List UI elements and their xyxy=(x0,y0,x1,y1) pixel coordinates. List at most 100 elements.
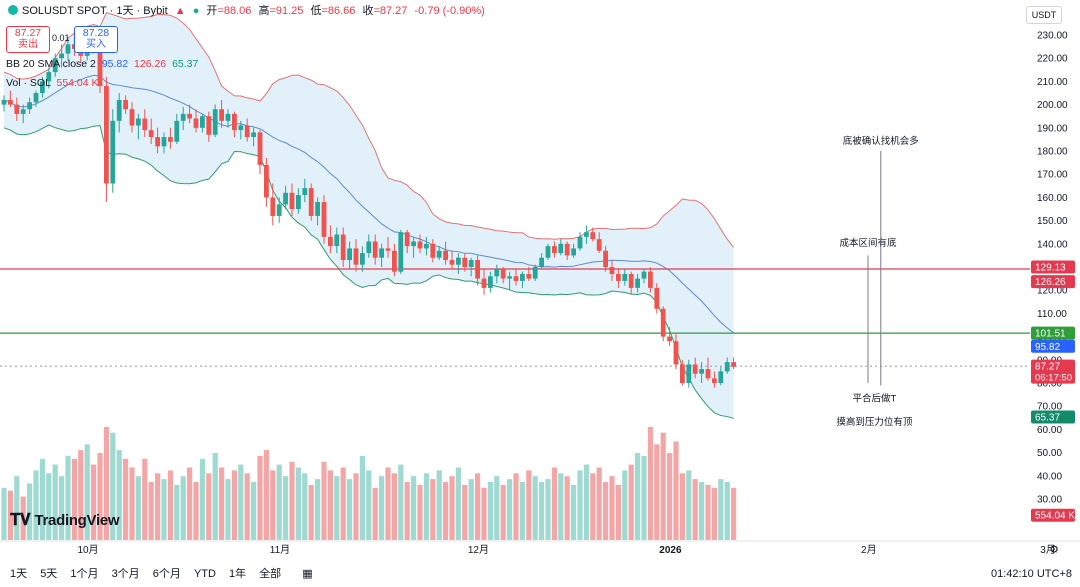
volume-bar xyxy=(219,467,225,540)
candle-body xyxy=(347,248,352,261)
volume-bar xyxy=(110,432,116,540)
candle-body xyxy=(571,248,576,256)
volume-bar xyxy=(609,476,615,540)
flag-icon[interactable]: ▲ xyxy=(174,5,186,17)
candle-body xyxy=(168,137,173,142)
bb-upper-value: 126.26 xyxy=(134,58,167,70)
tf-all[interactable]: 全部 xyxy=(259,568,282,580)
volume-bar xyxy=(718,479,724,540)
tf-1m[interactable]: 1个月 xyxy=(70,568,99,580)
volume-bar xyxy=(206,473,212,540)
bb-upper-line xyxy=(3,12,734,248)
volume-bar xyxy=(622,470,628,540)
candle-body xyxy=(244,125,250,138)
currency-button[interactable]: USDT xyxy=(1026,6,1062,24)
volume-bar xyxy=(519,482,525,540)
candle-body xyxy=(603,250,608,267)
clock[interactable]: 01:42:10 UTC+8 xyxy=(990,568,1072,580)
candle-body xyxy=(705,369,711,379)
volume-bar xyxy=(84,444,90,540)
volume-bar xyxy=(647,426,653,540)
y-tick-label: 180.00 xyxy=(1037,147,1068,158)
candle-body xyxy=(468,260,474,267)
candle-body xyxy=(180,113,186,121)
volume-bar xyxy=(257,455,263,540)
volume-bar xyxy=(65,455,71,540)
candle-body xyxy=(206,116,212,135)
volume-bar xyxy=(545,479,551,540)
annotation-label: 成本区间有底 xyxy=(839,237,897,249)
tf-1y[interactable]: 1年 xyxy=(229,568,247,580)
volume-bar xyxy=(558,473,564,540)
tf-3m[interactable]: 3个月 xyxy=(111,568,140,580)
y-tick-label: 70.00 xyxy=(1037,402,1062,413)
tf-6m[interactable]: 6个月 xyxy=(152,568,181,580)
calendar-icon[interactable]: ▦ xyxy=(302,568,313,580)
tf-1d[interactable]: 1天 xyxy=(10,568,28,580)
status-dot-icon: ● xyxy=(192,5,200,17)
volume-bar xyxy=(411,476,417,540)
candle-body xyxy=(481,278,487,288)
volume-bar xyxy=(571,484,577,540)
price-tag-label: 65.37 xyxy=(1035,412,1060,423)
volume-bar xyxy=(430,479,436,540)
time-axis[interactable]: 10月11月12月20262月3月4月⚙ xyxy=(0,540,1080,556)
candle-body xyxy=(104,86,109,184)
volume-bar xyxy=(123,458,129,540)
volume-bar xyxy=(731,487,737,540)
volume-bar xyxy=(135,476,141,540)
candle-body xyxy=(500,269,506,279)
bb-fill xyxy=(4,12,734,419)
volume-bar xyxy=(532,476,538,540)
close-label: 收 xyxy=(362,5,374,17)
volume-bar xyxy=(551,467,557,540)
candle-body xyxy=(590,232,596,240)
tv-mark-icon: 𝐓𝐕 xyxy=(10,512,35,529)
buy-button[interactable]: 87.28 买入 xyxy=(74,26,118,53)
volume-bar xyxy=(97,453,103,540)
sol-logo-icon xyxy=(8,5,18,15)
volume-bar xyxy=(487,482,493,540)
volume-bar xyxy=(283,476,289,540)
candle-body xyxy=(129,109,135,126)
price-tag-label: 87.27 xyxy=(1035,362,1060,373)
x-tick-label: 10月 xyxy=(77,544,98,556)
vol-legend[interactable]: Vol · SOL 554.04 K xyxy=(6,77,99,89)
volume-bar xyxy=(641,455,647,540)
candle-body xyxy=(276,204,282,216)
tf-ytd[interactable]: YTD xyxy=(193,568,216,580)
volume-bar xyxy=(423,473,429,540)
candle-body xyxy=(532,267,538,279)
volume-bar xyxy=(71,458,77,540)
high-label: 高 xyxy=(258,5,270,17)
candle-body xyxy=(526,273,532,279)
price-tag-label: 554.04 K xyxy=(1035,511,1075,522)
volume-bar xyxy=(462,484,468,540)
candle-body xyxy=(40,81,45,93)
candle-body xyxy=(424,243,429,249)
x-tick-label: 3月 xyxy=(1040,544,1056,556)
high-value: =91.25 xyxy=(269,5,304,17)
bollinger-bands xyxy=(3,12,734,419)
candle-body xyxy=(404,232,410,247)
price-tag xyxy=(1031,359,1075,384)
settings-icon[interactable]: ⚙ xyxy=(1049,544,1059,556)
volume-bar xyxy=(654,444,660,540)
price-tag xyxy=(1031,339,1075,353)
candle-body xyxy=(52,58,58,73)
horizontal-lines xyxy=(0,268,1030,367)
candle-body xyxy=(430,243,436,258)
y-tick-label: 110.00 xyxy=(1037,309,1067,320)
y-tick-label: 30.00 xyxy=(1037,495,1062,506)
volume-bar xyxy=(180,476,186,540)
tf-5d[interactable]: 5天 xyxy=(40,568,58,580)
bb-legend[interactable]: BB 20 SMA close 2 95.82 126.26 65.37 xyxy=(6,58,198,70)
candle-body xyxy=(212,109,218,135)
sell-button[interactable]: 87.27 卖出 xyxy=(6,26,50,53)
price-tag-label: 126.26 xyxy=(1035,277,1066,288)
volume-bar xyxy=(231,470,237,540)
symbol-title[interactable]: SOLUSDT SPOT · 1天 · Bybit xyxy=(22,5,168,17)
volume-bar xyxy=(347,479,353,540)
y-tick-label: 150.00 xyxy=(1037,216,1068,227)
